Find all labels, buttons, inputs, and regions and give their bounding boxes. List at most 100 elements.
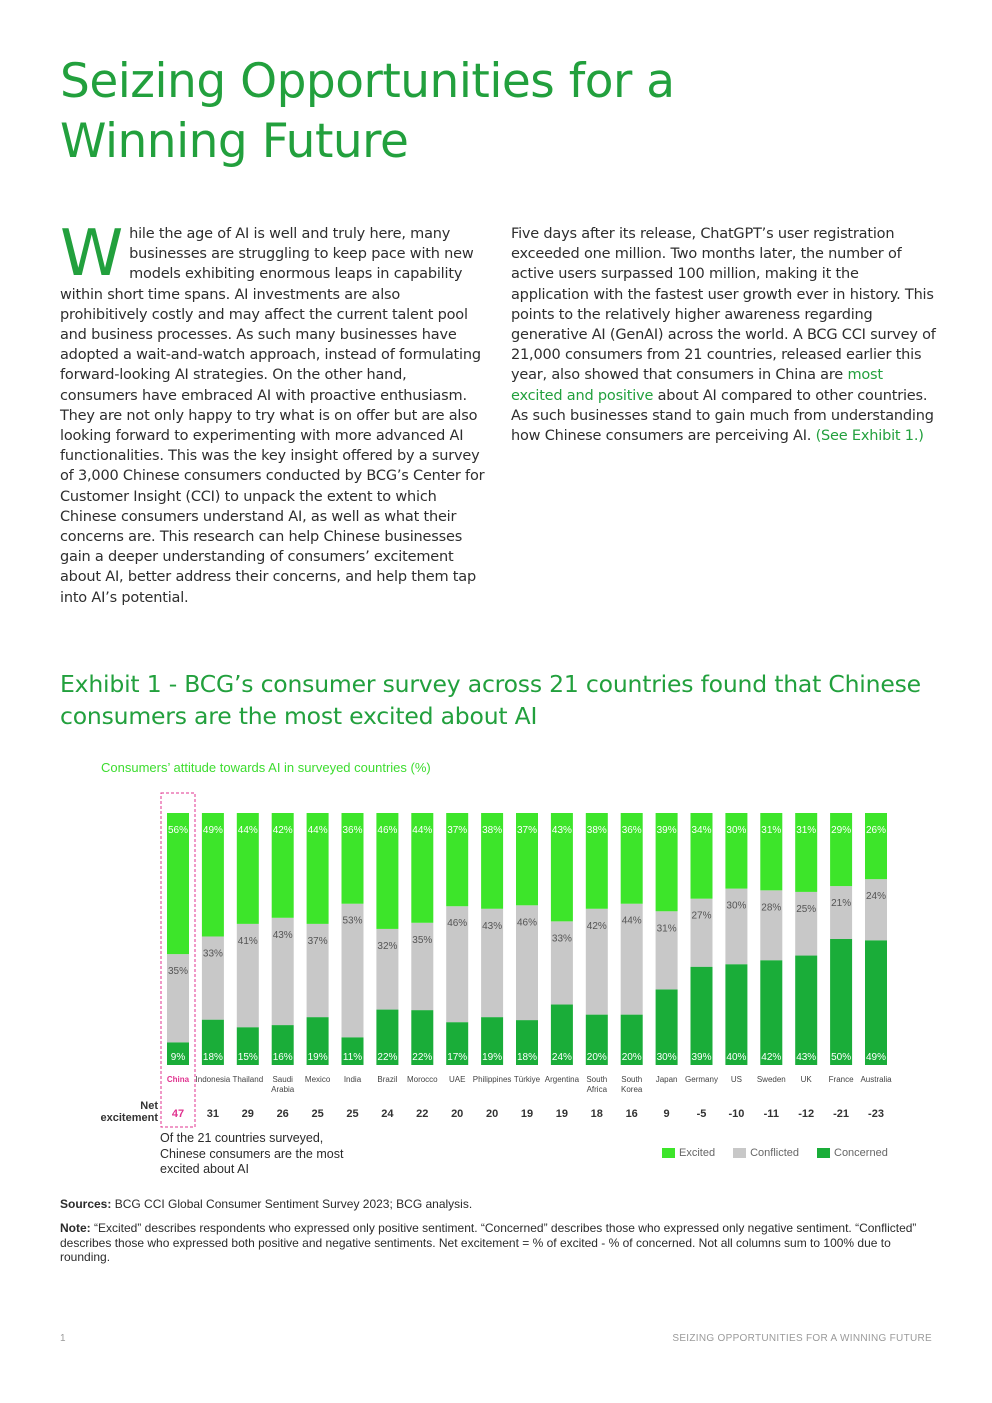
data-label-conflicted-uk: 25% bbox=[796, 904, 816, 915]
bar-conflicted-mexico bbox=[306, 923, 329, 1018]
data-label-excited-uae: 37% bbox=[447, 825, 467, 836]
data-label-excited-india: 36% bbox=[342, 825, 362, 836]
bar-conflicted-brazil bbox=[376, 928, 399, 1010]
legend-swatch-excited bbox=[662, 1148, 675, 1158]
legend-label-excited: Excited bbox=[679, 1147, 716, 1159]
data-label-concerned-germany: 39% bbox=[691, 1052, 711, 1063]
bar-concerned-france bbox=[830, 939, 853, 1065]
data-label-concerned-india: 11% bbox=[343, 1052, 362, 1063]
net-excitement-us: -10 bbox=[728, 1108, 744, 1120]
bar-conflicted-indonesia bbox=[201, 936, 224, 1020]
bar-concerned-t-rkiye bbox=[516, 1020, 538, 1065]
category-label-sweden: Sweden bbox=[757, 1075, 786, 1084]
net-excitement-thailand: 29 bbox=[242, 1108, 254, 1120]
category-label-france: France bbox=[829, 1075, 854, 1084]
intro-right-text-2: about AI compared to other countries. As… bbox=[511, 387, 934, 445]
net-excitement-france: -21 bbox=[833, 1108, 849, 1120]
data-label-concerned-uae: 17% bbox=[447, 1052, 467, 1063]
sources-text: BCG CCI Global Consumer Sentiment Survey… bbox=[111, 1197, 473, 1211]
data-label-concerned-argentina: 24% bbox=[552, 1052, 572, 1063]
bar-conflicted-australia bbox=[865, 879, 887, 941]
bar-conflicted-france bbox=[830, 886, 853, 939]
bar-conflicted-saudi-arabia bbox=[271, 917, 294, 1026]
most-excited-link[interactable]: most excited and positive bbox=[511, 367, 883, 404]
data-label-excited-thailand: 44% bbox=[238, 825, 258, 836]
data-label-excited-indonesia: 49% bbox=[203, 825, 223, 836]
category-label-australia: Australia bbox=[860, 1075, 892, 1084]
data-label-concerned-us: 40% bbox=[726, 1052, 746, 1063]
data-label-conflicted-saudi-arabia: 43% bbox=[273, 930, 293, 941]
legend-swatch-conflicted bbox=[733, 1148, 747, 1158]
page-number: 1 bbox=[60, 1333, 66, 1344]
chart-legend: Excited Conflicted Concerned bbox=[662, 1147, 888, 1159]
bar-excited-thailand bbox=[236, 813, 259, 924]
net-excitement-south-korea: 16 bbox=[626, 1108, 638, 1120]
net-excitement-saudi-arabia: 26 bbox=[277, 1108, 289, 1120]
data-label-excited-japan: 39% bbox=[657, 825, 677, 836]
net-excitement-uk: -12 bbox=[798, 1108, 814, 1120]
data-label-excited-saudi-arabia: 42% bbox=[273, 825, 293, 836]
bar-excited-morocco bbox=[411, 813, 434, 923]
bar-conflicted-south-africa bbox=[585, 908, 608, 1015]
note-label: Note: bbox=[60, 1221, 91, 1235]
category-label-indonesia: Indonesia bbox=[196, 1075, 231, 1084]
sources-line: Sources: BCG CCI Global Consumer Sentime… bbox=[60, 1197, 940, 1212]
data-label-excited-uk: 31% bbox=[796, 825, 816, 836]
bar-excited-france bbox=[830, 813, 853, 887]
bar-excited-japan bbox=[655, 813, 678, 912]
bar-excited-south-korea bbox=[620, 813, 643, 904]
data-label-conflicted-india: 53% bbox=[342, 916, 362, 927]
net-excitement-mexico: 25 bbox=[311, 1108, 323, 1120]
data-label-concerned-australia: 49% bbox=[866, 1052, 886, 1063]
bar-conflicted-south-korea bbox=[620, 903, 643, 1015]
category-label-philippines: Philippines bbox=[473, 1075, 512, 1084]
bar-conflicted-us bbox=[725, 888, 748, 965]
data-label-concerned-t-rkiye: 18% bbox=[517, 1052, 537, 1063]
net-excitement-label: Net excitement bbox=[101, 1100, 159, 1124]
bar-concerned-japan bbox=[655, 989, 678, 1065]
bar-concerned-uk bbox=[795, 955, 818, 1065]
data-label-conflicted-south-africa: 42% bbox=[587, 921, 607, 932]
page-title: Seizing Opportunities for a Winning Futu… bbox=[60, 54, 675, 169]
data-label-excited-australia: 26% bbox=[866, 825, 886, 836]
legend-item-conflicted: Conflicted bbox=[733, 1147, 799, 1159]
data-label-excited-south-korea: 36% bbox=[622, 825, 642, 836]
bar-conflicted-philippines bbox=[481, 908, 504, 1018]
data-label-conflicted-philippines: 43% bbox=[482, 921, 502, 932]
data-label-excited-philippines: 38% bbox=[482, 825, 502, 836]
bar-concerned-south-korea bbox=[620, 1014, 643, 1065]
data-label-concerned-brazil: 22% bbox=[377, 1052, 397, 1063]
chart-subtitle: Consumers’ attitude towards AI in survey… bbox=[101, 760, 431, 775]
data-label-conflicted-japan: 31% bbox=[657, 923, 677, 934]
data-label-conflicted-mexico: 37% bbox=[308, 936, 328, 947]
net-excitement-australia: -23 bbox=[868, 1108, 884, 1120]
stacked-bar-chart: 9% 35% 56% China 47 18% 33% 49% Indonesia 31 15% 41… bbox=[101, 792, 892, 1128]
data-label-conflicted-argentina: 33% bbox=[552, 933, 572, 944]
data-label-excited-south-africa: 38% bbox=[587, 825, 607, 836]
data-label-concerned-france: 50% bbox=[831, 1052, 851, 1063]
net-excitement-philippines: 20 bbox=[486, 1108, 498, 1120]
category-label-south-africa: South Africa bbox=[586, 1075, 607, 1094]
bar-conflicted-japan bbox=[655, 911, 678, 990]
bar-excited-us bbox=[725, 813, 748, 889]
bar-excited-philippines bbox=[481, 813, 504, 909]
data-label-concerned-uk: 43% bbox=[796, 1052, 816, 1063]
china-callout-note: Of the 21 countries surveyed, Chinese co… bbox=[160, 1131, 344, 1176]
net-excitement-japan: 9 bbox=[664, 1108, 670, 1120]
note-text: “Excited” describes respondents who expr… bbox=[60, 1221, 917, 1264]
bar-conflicted-india bbox=[341, 903, 364, 1038]
data-label-conflicted-france: 21% bbox=[831, 898, 851, 909]
data-label-excited-t-rkiye: 37% bbox=[517, 825, 537, 836]
bar-excited-indonesia bbox=[201, 813, 224, 937]
bar-excited-sweden bbox=[760, 813, 783, 891]
bar-excited-uk bbox=[795, 813, 818, 892]
see-exhibit-link[interactable]: (See Exhibit 1.) bbox=[815, 428, 924, 445]
data-label-conflicted-morocco: 35% bbox=[412, 935, 432, 946]
net-excitement-south-africa: 18 bbox=[591, 1108, 603, 1120]
data-label-conflicted-sweden: 28% bbox=[761, 902, 781, 913]
category-label-saudi-arabia: Saudi Arabia bbox=[271, 1075, 295, 1094]
category-label-china: China bbox=[167, 1075, 190, 1084]
intro-right-column: Five days after its release, ChatGPT’s u… bbox=[511, 224, 936, 446]
data-label-excited-morocco: 44% bbox=[412, 825, 432, 836]
